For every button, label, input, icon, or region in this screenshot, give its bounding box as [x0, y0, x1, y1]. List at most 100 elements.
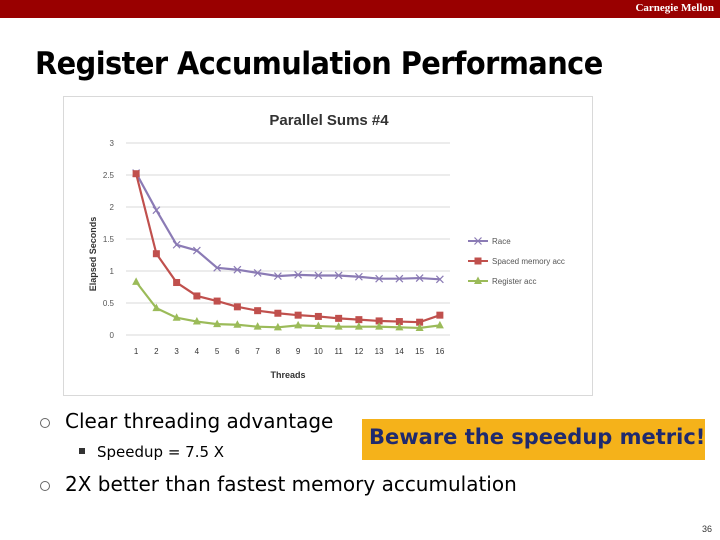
data-point: [253, 268, 262, 277]
legend-entry: Register acc: [468, 276, 536, 286]
data-point: [294, 270, 303, 279]
legend-label: Race: [492, 237, 511, 246]
x-axis-label: Threads: [270, 370, 305, 380]
series-triangle: [132, 277, 444, 331]
y-tick-label: 2: [110, 203, 115, 212]
data-point: [193, 292, 201, 300]
marker-stroke: [152, 206, 161, 215]
x-tick-labels: 1 2 3 4 5 6 7 8 9 10 11 12 13 14 15 16: [134, 347, 445, 356]
data-point: [334, 322, 343, 330]
data-point: [132, 170, 140, 178]
y-tick-label: 3: [110, 139, 115, 148]
data-point: [233, 265, 242, 274]
x-tick-label: 15: [415, 347, 424, 356]
x-tick-label: 3: [174, 347, 179, 356]
data-point: [435, 275, 444, 284]
data-point: [172, 240, 181, 249]
marker-stroke: [172, 240, 181, 249]
marker-stroke: [354, 272, 363, 281]
data-point: [192, 317, 201, 325]
data-point: [415, 274, 424, 282]
marker-stroke: [415, 274, 424, 282]
data-point: [273, 322, 282, 331]
data-point: [354, 322, 363, 330]
legend-label: Spaced memory acc: [492, 257, 565, 266]
data-point: [152, 250, 160, 258]
data-point: [273, 272, 282, 281]
data-point: [416, 318, 424, 326]
grid-lines: [126, 142, 450, 336]
x-tick-label: 8: [276, 347, 281, 356]
series-line: [135, 173, 441, 324]
data-point: [294, 320, 303, 329]
x-tick-label: 12: [354, 347, 363, 356]
data-point: [334, 271, 343, 280]
data-point: [213, 297, 221, 305]
data-point: [395, 318, 403, 326]
data-point: [192, 246, 201, 255]
series-line: [135, 172, 440, 281]
marker-stroke: [253, 268, 262, 277]
chart-title: Parallel Sums #4: [269, 112, 389, 129]
y-tick-label: 1.5: [103, 235, 115, 244]
x-tick-label: 2: [154, 347, 159, 356]
data-point: [314, 271, 323, 280]
y-tick-label: 2.5: [103, 171, 115, 180]
x-tick-label: 16: [435, 347, 444, 356]
x-tick-label: 5: [215, 347, 220, 356]
data-point: [172, 313, 181, 321]
data-point: [474, 257, 482, 265]
y-tick-label: 0.5: [103, 299, 115, 308]
data-point: [436, 311, 444, 319]
data-point: [254, 307, 262, 315]
x-tick-label: 7: [255, 347, 260, 356]
x-tick-label: 6: [235, 347, 240, 356]
x-tick-label: 13: [375, 347, 384, 356]
data-point: [233, 303, 241, 311]
data-point: [375, 317, 383, 325]
legend: Race Spaced memory acc Register acc: [468, 237, 565, 286]
x-tick-label: 1: [134, 347, 139, 356]
data-point: [294, 311, 302, 319]
sub-bullet-speedup: Speedup = 7.5 X: [97, 443, 225, 461]
institution-name: Carnegie Mellon: [635, 2, 714, 14]
data-point: [395, 274, 404, 283]
series-line: [135, 281, 441, 330]
data-point: [335, 314, 343, 322]
sub-bullet-marker: [79, 448, 85, 454]
data-point: [314, 321, 323, 330]
data-point: [415, 323, 424, 331]
bullet-threading-advantage: Clear threading advantage: [65, 409, 334, 433]
bullet-memory-accumulation: 2X better than fastest memory accumulati…: [65, 472, 517, 496]
marker-stroke: [273, 272, 282, 281]
data-point: [253, 322, 262, 330]
page-number: 36: [701, 524, 712, 534]
marker-stroke: [192, 246, 201, 255]
legend-label: Register acc: [492, 277, 536, 286]
x-tick-label: 11: [334, 347, 343, 356]
data-point: [152, 206, 161, 215]
x-tick-label: 9: [296, 347, 301, 356]
data-point: [274, 309, 282, 317]
callout-box: Beware the speedup metric!: [362, 419, 705, 460]
y-tick-label: 1: [110, 267, 115, 276]
data-point: [152, 303, 161, 312]
data-point: [314, 312, 322, 320]
data-point: [395, 322, 404, 331]
x-tick-label: 14: [395, 347, 404, 356]
marker-stroke: [395, 274, 404, 283]
data-point: [474, 276, 482, 284]
data-point: [213, 319, 222, 328]
marker-stroke: [375, 274, 384, 283]
data-point: [132, 277, 141, 285]
legend-entry: Race: [468, 237, 511, 246]
data-point: [213, 263, 222, 272]
series-square: [132, 170, 444, 326]
callout-text: Beware the speedup metric!: [369, 425, 706, 449]
data-point: [435, 320, 444, 329]
series-group: [132, 169, 444, 331]
marker-stroke: [314, 271, 323, 280]
data-point: [375, 322, 384, 330]
